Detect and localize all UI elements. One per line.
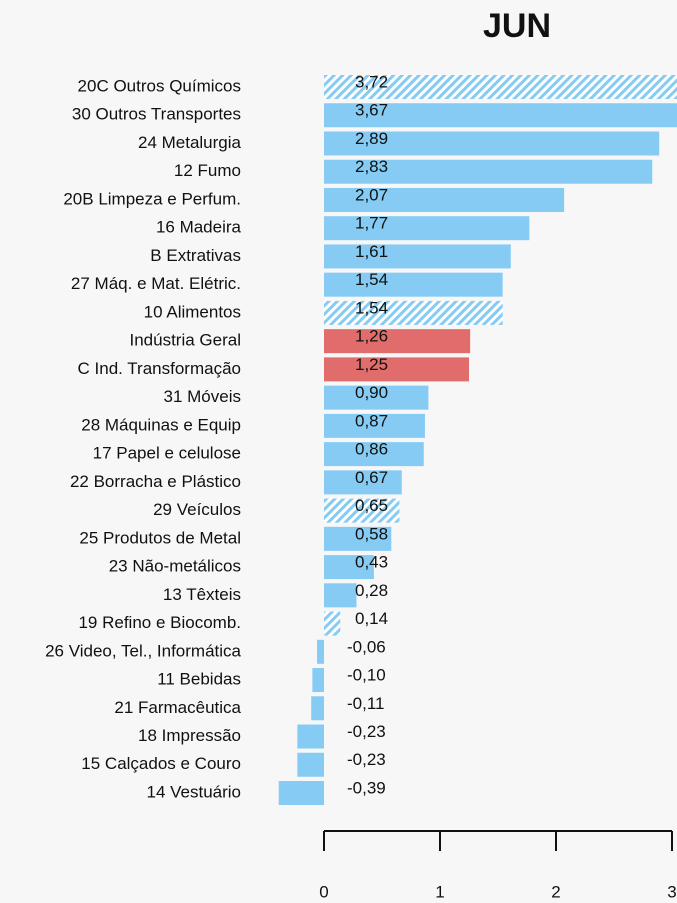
value-label: -0,23 (347, 750, 386, 769)
bar (324, 555, 374, 580)
value-label: 0,43 (355, 553, 388, 572)
bar (324, 216, 530, 241)
value-label: 1,25 (355, 355, 388, 374)
category-label: 11 Bebidas (157, 670, 241, 689)
category-label: 24 Metalurgia (138, 133, 242, 152)
value-label: 0,28 (355, 581, 388, 600)
category-label: 30 Outros Transportes (72, 105, 241, 124)
bar (324, 159, 653, 184)
value-label: 2,07 (355, 185, 388, 204)
x-tick-label: 2 (551, 882, 560, 901)
value-label: 0,14 (355, 609, 388, 628)
category-label: 12 Fumo (174, 161, 241, 180)
value-label: -0,39 (347, 778, 386, 797)
value-label: 3,67 (355, 101, 388, 120)
value-label: 2,89 (355, 129, 388, 148)
category-label: B Extrativas (150, 246, 241, 265)
bar (297, 724, 324, 749)
bar (324, 103, 677, 128)
category-label: C Ind. Transformação (78, 359, 241, 378)
x-tick-label: 1 (435, 882, 444, 901)
value-label: 0,90 (355, 383, 388, 402)
bar (324, 244, 511, 269)
bar (311, 696, 324, 721)
x-tick-label: 0 (319, 882, 328, 901)
category-label: 16 Madeira (156, 218, 242, 237)
bar (324, 329, 471, 354)
value-label: 2,83 (355, 157, 388, 176)
category-label: 20C Outros Químicos (78, 76, 241, 95)
value-label: 0,87 (355, 411, 388, 430)
category-label: 31 Móveis (164, 387, 241, 406)
value-label: 3,72 (355, 72, 388, 91)
bar (324, 611, 341, 636)
value-label: 0,58 (355, 524, 388, 543)
value-label: 0,67 (355, 468, 388, 487)
category-label: 14 Vestuário (146, 782, 241, 801)
category-label: 27 Máq. e Mat. Elétric. (71, 274, 241, 293)
category-label: 13 Têxteis (163, 585, 241, 604)
bar (324, 470, 402, 495)
category-label: 25 Produtos de Metal (79, 528, 241, 547)
bar (324, 75, 677, 99)
chart-title: JUN (483, 7, 551, 45)
category-label: 28 Máquinas e Equip (81, 415, 241, 434)
category-label: Indústria Geral (130, 331, 242, 350)
bar (324, 413, 425, 438)
bar (297, 752, 324, 777)
category-label: 18 Impressão (138, 726, 241, 745)
value-label: 1,77 (355, 214, 388, 233)
value-label: -0,06 (347, 637, 386, 656)
category-label: 29 Veículos (153, 500, 241, 519)
value-label: 1,54 (355, 298, 388, 317)
bar (324, 272, 503, 297)
category-label: 19 Refino e Biocomb. (78, 613, 241, 632)
bar (324, 498, 400, 523)
value-label: -0,10 (347, 666, 386, 685)
bar (324, 187, 565, 212)
bar (324, 385, 429, 410)
bar (324, 526, 392, 551)
value-label: 0,65 (355, 496, 388, 515)
category-label: 22 Borracha e Plástico (70, 472, 241, 491)
value-label: 1,61 (355, 242, 388, 261)
bar (317, 639, 324, 664)
bar (324, 583, 357, 608)
value-label: 1,26 (355, 327, 388, 346)
value-label: -0,11 (347, 694, 385, 713)
category-label: 20B Limpeza e Perfum. (63, 189, 241, 208)
category-label: 23 Não-metálicos (109, 557, 241, 576)
x-tick-label: 3 (667, 882, 676, 901)
bar (324, 357, 469, 382)
category-label: 15 Calçados e Couro (81, 754, 241, 773)
category-label: 21 Farmacêutica (114, 698, 241, 717)
category-label: 17 Papel e celulose (93, 444, 241, 463)
value-label: 0,86 (355, 440, 388, 459)
bar (324, 131, 660, 156)
value-label: 1,54 (355, 270, 388, 289)
bar (278, 781, 324, 805)
bar (324, 442, 424, 467)
bar (312, 668, 324, 693)
bar (324, 300, 503, 325)
category-label: 26 Video, Tel., Informática (45, 641, 241, 660)
category-label: 10 Alimentos (144, 302, 241, 321)
value-label: -0,23 (347, 722, 386, 741)
